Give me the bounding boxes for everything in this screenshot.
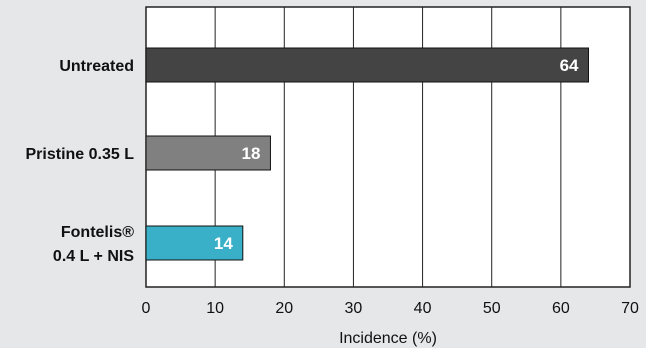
bar-value-label: 18 [242,144,261,163]
x-tick-label: 70 [621,300,639,317]
x-tick-label: 30 [345,300,363,317]
x-tick-label: 10 [206,300,224,317]
category-label: Fontelis® [61,224,134,241]
x-tick-label: 50 [483,300,501,317]
category-label: 0.4 L + NIS [53,248,134,265]
bar [145,225,244,261]
category-labels: Untreated Pristine 0.35 L Fontelis® 0.4 L +… [26,58,135,265]
bar [145,47,590,83]
x-tick-labels: 0 10 20 30 40 50 60 70 [142,300,639,317]
x-tick-label: 60 [552,300,570,317]
bar [145,135,271,171]
category-label: Untreated [59,58,134,75]
bar-value-label: 64 [560,56,579,75]
bar-value-label: 14 [214,234,233,253]
bars: 64 18 14 [145,47,590,261]
category-label: Pristine 0.35 L [26,146,135,163]
x-tick-label: 40 [414,300,432,317]
x-tick-label: 0 [142,300,151,317]
x-tick-label: 20 [275,300,293,317]
x-axis-title: Incidence (%) [339,330,437,347]
